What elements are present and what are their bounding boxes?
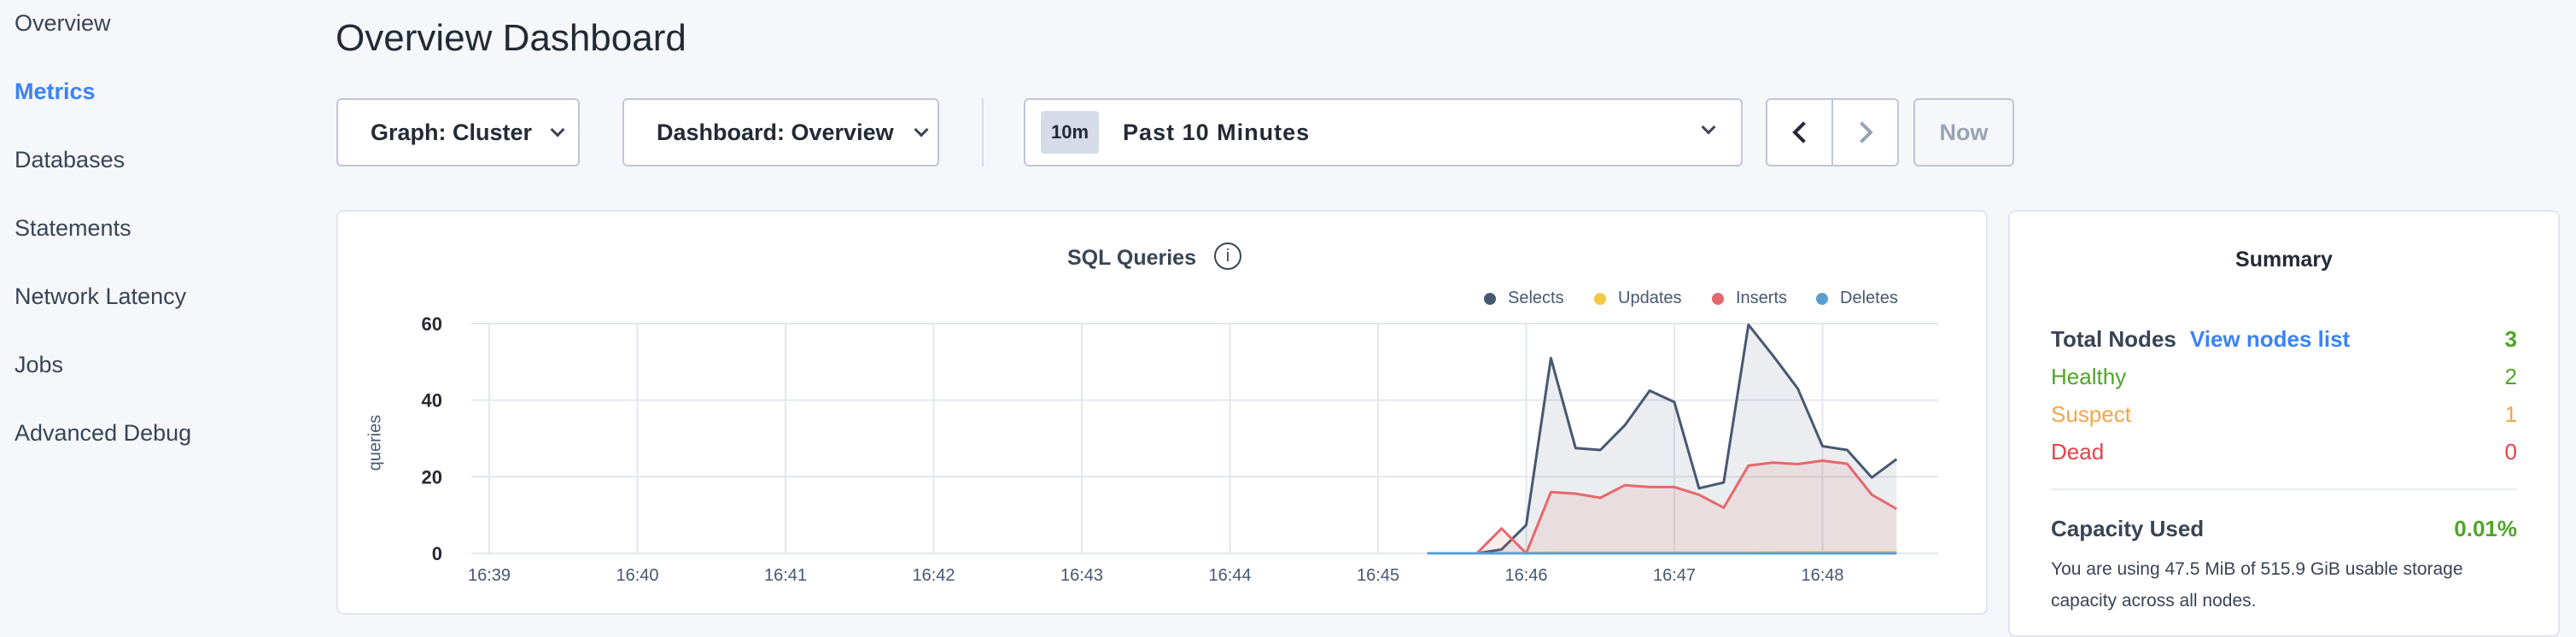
legend-label: Deletes	[1840, 289, 1898, 307]
sql-queries-chart-card	[336, 210, 1988, 615]
capacity-label: Capacity Used	[2051, 516, 2205, 541]
time-range-select[interactable]: 10m Past 10 Minutes	[1024, 98, 1743, 167]
x-tick-label: 16:44	[1208, 566, 1251, 585]
series-area-selects	[1427, 324, 1897, 553]
legend-label: Inserts	[1736, 289, 1788, 307]
summary-card: Summary Total Nodes View nodes list 3 Hea…	[2008, 210, 2560, 637]
previous-button[interactable]	[1766, 98, 1833, 167]
sql-queries-chart: 0 20 40 60 16:39 16:40 16:41 16:42 16:43 16:44 16:…	[422, 313, 1938, 585]
legend-dot	[1712, 292, 1724, 305]
x-tick-label: 16:48	[1801, 566, 1843, 585]
sidebar-item-overview[interactable]: Overview	[15, 10, 111, 36]
series-line-inserts	[1427, 459, 1898, 555]
y-tick-label: 0	[432, 543, 442, 564]
x-tick-label: 16:40	[616, 566, 658, 585]
legend-label: Selects	[1508, 289, 1564, 307]
y-tick-label: 20	[422, 466, 442, 488]
dead-label: Dead	[2051, 439, 2105, 465]
capacity-value: 0.01%	[2454, 516, 2517, 541]
info-icon[interactable]: i	[1214, 243, 1241, 270]
suspect-label: Suspect	[2051, 401, 2131, 427]
legend-dot	[1484, 292, 1496, 305]
legend-dot	[1594, 292, 1606, 305]
x-tick-label: 16:42	[912, 566, 955, 585]
x-tick-label: 16:45	[1357, 566, 1399, 585]
legend-dot	[1816, 292, 1828, 305]
chart-title: SQL Queries	[1067, 246, 1196, 270]
summary-title: Summary	[2235, 248, 2333, 272]
sidebar-item-databases[interactable]: Databases	[15, 147, 126, 172]
series-line-selects	[1427, 323, 1898, 555]
view-nodes-link[interactable]: View nodes list	[2189, 326, 2351, 352]
time-badge: 10m	[1041, 111, 1100, 154]
time-range-label: Past 10 Minutes	[1123, 119, 1311, 145]
sidebar-item-advanced-debug[interactable]: Advanced Debug	[15, 420, 192, 446]
total-nodes-value: 3	[2504, 326, 2517, 352]
dead-value: 0	[2504, 439, 2517, 465]
sidebar-item-network-latency[interactable]: Network Latency	[15, 283, 187, 309]
sidebar-item-statements[interactable]: Statements	[15, 215, 131, 241]
dashboard-dropdown-label: Dashboard: Overview	[657, 119, 894, 145]
divider	[982, 98, 984, 167]
x-tick-label: 16:46	[1504, 566, 1547, 585]
series-area-inserts	[1427, 460, 1897, 553]
y-tick-label: 60	[422, 313, 442, 335]
dashboard-dropdown[interactable]: Dashboard: Overview	[622, 98, 939, 167]
x-tick-label: 16:39	[468, 566, 511, 585]
now-button[interactable]: Now	[1913, 98, 2014, 167]
graph-dropdown[interactable]: Graph: Cluster	[336, 98, 580, 167]
legend-inserts: Inserts	[1712, 289, 1787, 308]
healthy-label: Healthy	[2051, 364, 2127, 389]
next-button[interactable]	[1831, 98, 1899, 167]
graph-dropdown-label: Graph: Cluster	[371, 119, 533, 145]
x-tick-label: 16:47	[1653, 566, 1696, 585]
x-tick-label: 16:41	[764, 566, 807, 585]
page-title: Overview Dashboard	[336, 17, 686, 59]
sidebar-item-jobs[interactable]: Jobs	[15, 352, 64, 377]
legend-label: Updates	[1618, 289, 1682, 307]
total-nodes-label: Total Nodes	[2051, 326, 2176, 352]
legend-deletes: Deletes	[1816, 289, 1898, 308]
legend-updates: Updates	[1594, 289, 1682, 308]
healthy-value: 2	[2504, 364, 2517, 389]
y-tick-label: 40	[422, 390, 442, 412]
x-tick-label: 16:43	[1060, 566, 1103, 585]
divider	[2051, 488, 2517, 490]
capacity-text: You are using 47.5 MiB of 515.9 GiB usab…	[2051, 559, 2463, 611]
legend-selects: Selects	[1484, 289, 1564, 308]
suspect-value: 1	[2504, 401, 2517, 427]
sidebar-item-metrics[interactable]: Metrics	[15, 79, 96, 104]
